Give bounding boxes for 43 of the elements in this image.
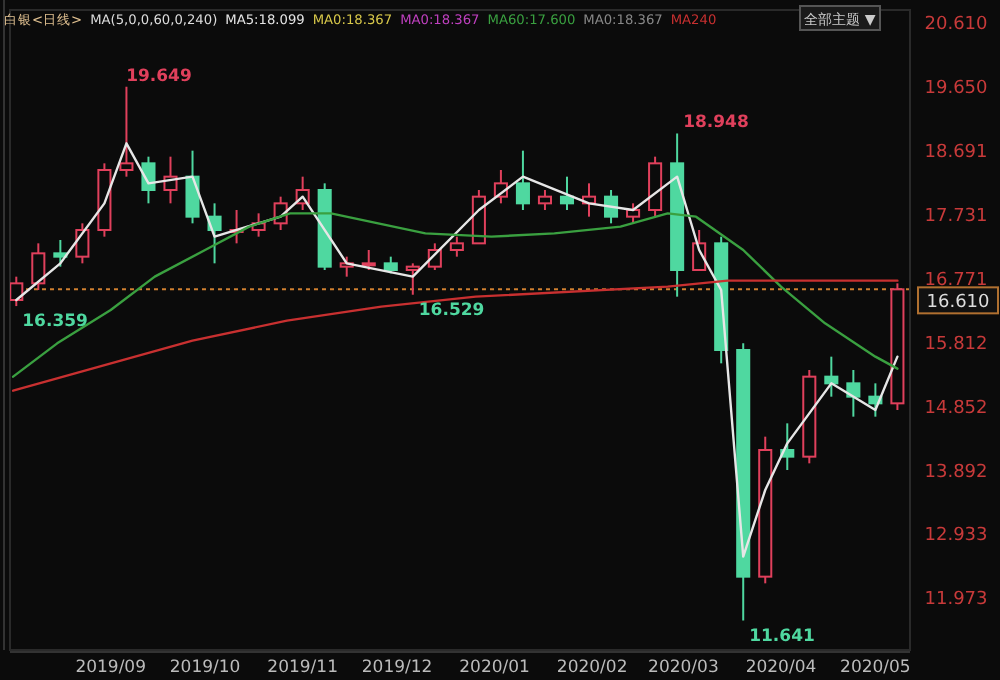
y-tick-label: 12.933 bbox=[924, 526, 988, 547]
candlestick bbox=[405, 262, 420, 296]
candlestick bbox=[648, 155, 663, 218]
candlestick bbox=[119, 85, 134, 178]
ref-line-label: 16.610 bbox=[926, 293, 991, 314]
x-tick-label: 2019/11 bbox=[267, 658, 338, 678]
candlestick bbox=[626, 202, 641, 225]
x-tick-label: 2019/12 bbox=[361, 658, 433, 678]
y-tick-label: 17.731 bbox=[924, 206, 988, 227]
x-tick-label: 2020/01 bbox=[459, 658, 530, 678]
candlestick bbox=[185, 149, 200, 225]
candlestick bbox=[53, 239, 68, 268]
candlestick bbox=[10, 275, 24, 308]
x-tick-label: 2020/03 bbox=[648, 658, 719, 678]
y-tick-label: 13.892 bbox=[924, 462, 988, 483]
candlestick bbox=[31, 242, 46, 291]
y-tick-label: 14.852 bbox=[924, 398, 988, 419]
candlestick bbox=[75, 222, 90, 265]
candlestick bbox=[449, 235, 464, 258]
y-tick-label: 18.691 bbox=[924, 142, 988, 163]
annotation: 11.641 bbox=[749, 626, 815, 647]
x-tick-label: 2020/05 bbox=[840, 658, 911, 678]
x-tick-label: 2020/02 bbox=[556, 658, 628, 678]
annotation: 16.529 bbox=[418, 300, 485, 321]
y-tick-label: 16.771 bbox=[924, 270, 988, 291]
y-tick-label: 19.650 bbox=[924, 78, 989, 99]
x-tick-label: 2019/10 bbox=[169, 658, 241, 678]
candlestick bbox=[824, 355, 839, 398]
candlestick bbox=[604, 189, 619, 225]
candlestick bbox=[361, 249, 376, 271]
candlestick bbox=[846, 369, 861, 418]
y-tick-label: 20.610 bbox=[924, 14, 989, 35]
candlestick bbox=[515, 149, 530, 211]
candlestick bbox=[537, 189, 552, 211]
x-tick-label: 2020/04 bbox=[745, 658, 817, 678]
x-tick-label: 2019/09 bbox=[75, 658, 147, 678]
annotation: 18.948 bbox=[683, 113, 749, 134]
line-series bbox=[11, 279, 899, 392]
y-tick-label: 15.812 bbox=[924, 334, 988, 355]
annotation: 19.649 bbox=[126, 66, 192, 87]
y-tick-label: 11.973 bbox=[924, 590, 988, 611]
annotation: 16.359 bbox=[22, 312, 89, 333]
line-series bbox=[11, 212, 899, 378]
